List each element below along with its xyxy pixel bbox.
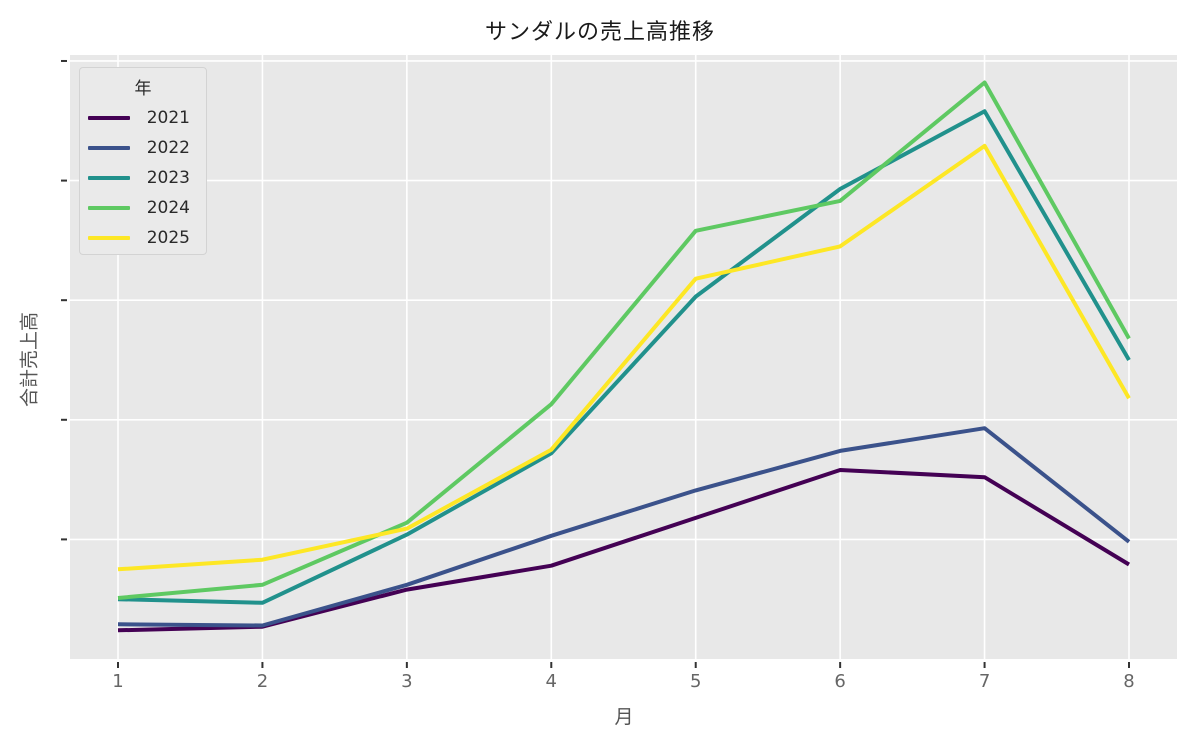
legend-item-2022: 2022 [80, 133, 206, 163]
y-axis-label: 合計売上高 [18, 312, 41, 408]
legend-item-label: 2024 [146, 198, 190, 218]
legend: 年 2021 2022 2023 2024 2025 [79, 67, 207, 255]
legend-item-2023: 2023 [80, 163, 206, 193]
plot-area [70, 55, 1177, 659]
x-tick-label: 3 [401, 671, 412, 692]
legend-item-label: 2022 [146, 138, 190, 158]
legend-swatch-2025 [88, 236, 130, 240]
legend-item-2024: 2024 [80, 193, 206, 223]
x-tick-label: 6 [834, 671, 845, 692]
x-axis-label: 月 [614, 706, 634, 728]
legend-item-label: 2025 [146, 228, 190, 248]
x-tick-label: 8 [1123, 671, 1134, 692]
series-line-2024 [117, 80, 1131, 600]
legend-swatch-2021 [88, 116, 130, 120]
x-tick-label: 4 [546, 671, 557, 692]
legend-swatch-2023 [88, 176, 130, 180]
legend-title: 年 [134, 79, 152, 99]
legend-swatch-2024 [88, 206, 130, 210]
legend-swatch-2022 [88, 146, 130, 150]
legend-item-2025: 2025 [80, 223, 206, 253]
legend-item-2021: 2021 [80, 103, 206, 133]
x-tick-label: 7 [979, 671, 990, 692]
x-tick-label: 5 [690, 671, 701, 692]
x-tick-label: 2 [257, 671, 268, 692]
series-line-2025 [117, 143, 1131, 572]
legend-items: 2021 2022 2023 2024 2025 [80, 103, 206, 253]
legend-item-label: 2023 [146, 168, 190, 188]
series-line-2023 [117, 109, 1131, 605]
legend-item-label: 2021 [146, 108, 190, 128]
chart-title: サンダルの売上高推移 [484, 20, 715, 45]
x-tick-label: 1 [112, 671, 123, 692]
series-line-2022 [117, 426, 1131, 628]
